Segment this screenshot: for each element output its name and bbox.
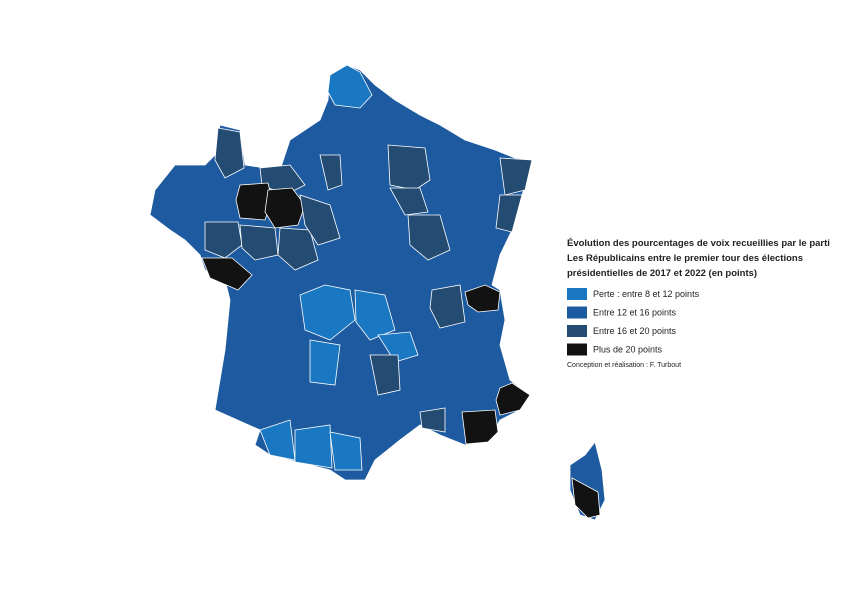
department — [389, 187, 429, 216]
department — [294, 424, 333, 469]
legend: Évolution des pourcentages de voix recue… — [567, 238, 830, 369]
legend-label: Plus de 20 points — [593, 344, 663, 354]
department — [407, 214, 451, 261]
department — [319, 154, 343, 191]
department — [235, 182, 273, 221]
france-map — [149, 64, 606, 521]
legend-title: Évolution des pourcentages de voix recue… — [567, 238, 830, 249]
department — [369, 354, 401, 396]
department — [204, 221, 243, 259]
legend-swatch — [567, 288, 587, 300]
department — [327, 64, 373, 109]
department — [461, 409, 499, 445]
legend-label: Perte : entre 8 et 12 points — [593, 289, 700, 299]
legend-swatch — [567, 306, 587, 319]
department — [419, 407, 446, 433]
department — [499, 157, 533, 196]
department — [259, 164, 306, 196]
department — [201, 257, 253, 291]
credit: Conception et réalisation : F. Turbout — [567, 362, 681, 369]
department — [495, 382, 531, 416]
department — [387, 144, 431, 191]
legend-swatch — [567, 343, 587, 356]
department — [464, 284, 501, 313]
department — [299, 284, 356, 341]
department — [299, 194, 341, 246]
legend-title: présidentielles de 2017 et 2022 (en poin… — [567, 268, 757, 279]
department — [264, 187, 306, 229]
department — [239, 224, 279, 261]
legend-swatch — [567, 325, 587, 337]
department — [495, 194, 523, 233]
legend-label: Entre 12 et 16 points — [593, 307, 677, 317]
department — [377, 331, 419, 363]
legend-title: Les Républicains entre le premier tour d… — [567, 253, 803, 264]
department — [214, 127, 245, 179]
department — [571, 477, 601, 519]
legend-label: Entre 16 et 20 points — [593, 326, 677, 336]
department — [277, 227, 319, 271]
department — [429, 284, 466, 329]
department — [329, 431, 363, 471]
department — [309, 339, 341, 386]
